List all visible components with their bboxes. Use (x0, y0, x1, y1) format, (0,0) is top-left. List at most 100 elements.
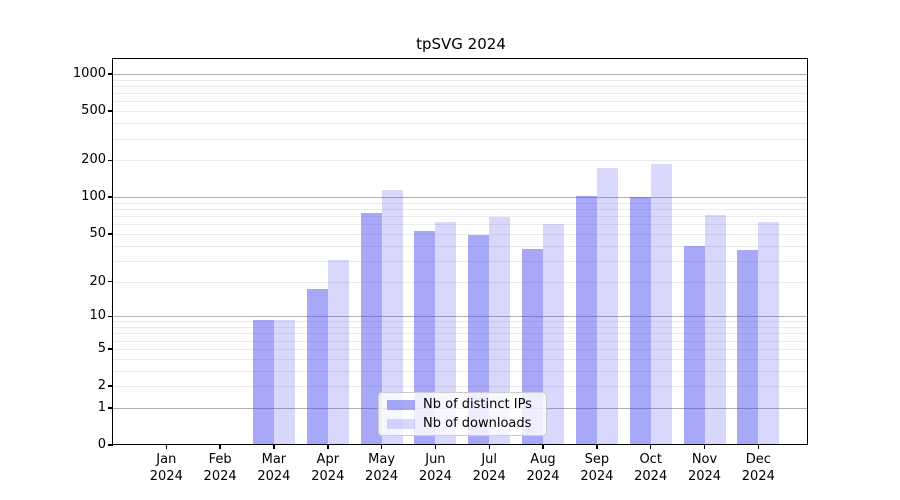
bar-distinct-ips-mar (252, 320, 274, 444)
x-tick-month: Apr (316, 452, 340, 467)
plot-area (112, 58, 808, 445)
x-tick-label: Jul 2024 (457, 451, 521, 485)
x-tick-year: 2024 (526, 469, 560, 484)
x-tick-label: Jan 2024 (134, 451, 198, 485)
x-tick-mark (327, 444, 329, 449)
y-tick-label: 500 (81, 103, 106, 119)
legend-label-downloads: Nb of downloads (423, 416, 532, 431)
x-tick-month: May (368, 452, 396, 467)
x-tick-month: Feb (208, 452, 232, 467)
y-minor-gridline (113, 260, 807, 262)
x-tick-label: Nov 2024 (673, 451, 737, 485)
chart-title: tpSVG 2024 (416, 35, 506, 53)
x-tick-mark (596, 444, 598, 449)
x-tick-mark (649, 444, 652, 449)
y-tick-mark (108, 444, 113, 446)
x-tick-label: Feb 2024 (188, 451, 252, 485)
x-tick-label: Dec 2024 (726, 451, 790, 485)
y-minor-gridline (113, 370, 807, 372)
y-minor-gridline (113, 233, 807, 235)
x-tick-month: Dec (745, 452, 771, 467)
y-tick-label: 2 (97, 378, 106, 393)
x-tick-mark (380, 444, 383, 449)
legend-swatch-downloads (387, 418, 415, 429)
bar-downloads-nov (704, 215, 726, 444)
bar-distinct-ips-may (360, 212, 382, 444)
x-tick-label: Jun 2024 (403, 451, 467, 485)
y-minor-gridline (113, 245, 807, 247)
x-tick-mark (542, 444, 544, 449)
y-minor-gridline (113, 202, 807, 204)
y-minor-gridline (113, 340, 807, 342)
x-tick-label: Oct 2024 (619, 451, 683, 485)
bar-downloads-dec (758, 222, 780, 444)
bar-downloads-sep (596, 167, 618, 444)
legend-row-distinct-ips: Nb of distinct IPs (387, 397, 546, 412)
bar-downloads-oct (650, 164, 672, 444)
y-tick-mark (108, 348, 113, 350)
x-tick-mark (703, 444, 706, 449)
y-minor-gridline (113, 333, 807, 335)
x-tick-year: 2024 (257, 469, 291, 484)
y-minor-gridline (113, 123, 807, 125)
y-minor-gridline (113, 111, 807, 113)
bar-distinct-ips-apr (306, 288, 328, 444)
x-tick-month: Aug (530, 452, 556, 467)
bar-downloads-apr (327, 259, 349, 444)
legend: Nb of distinct IPs Nb of downloads (378, 392, 547, 436)
y-minor-gridline (113, 160, 807, 162)
bar-downloads-jul (489, 217, 511, 444)
legend-swatch-distinct-ips (387, 399, 415, 410)
y-minor-gridline (113, 348, 807, 350)
y-tick-label: 0 (97, 437, 106, 452)
y-tick-label: 5 (97, 340, 106, 356)
x-tick-month: Oct (639, 452, 662, 467)
x-tick-year: 2024 (418, 469, 452, 484)
x-tick-year: 2024 (311, 469, 345, 484)
x-tick-label: Apr 2024 (296, 451, 360, 485)
bar-distinct-ips-sep (575, 195, 597, 444)
bar-downloads-mar (273, 320, 295, 444)
x-tick-year: 2024 (203, 469, 237, 484)
x-tick-month: Mar (261, 452, 287, 467)
x-tick-month: Jun (425, 452, 446, 467)
x-tick-label: Mar 2024 (242, 451, 306, 485)
x-tick-month: Jan (156, 452, 177, 467)
x-tick-label: May 2024 (350, 451, 414, 485)
y-minor-gridline (113, 358, 807, 360)
x-tick-year: 2024 (741, 469, 775, 484)
y-minor-gridline (113, 321, 807, 323)
y-minor-gridline (113, 101, 807, 103)
bar-downloads-jun (435, 222, 457, 444)
y-tick-mark (108, 315, 113, 317)
y-tick-mark (108, 73, 113, 75)
x-tick-mark (434, 444, 437, 449)
y-minor-gridline (113, 216, 807, 218)
x-tick-mark (757, 444, 760, 449)
y-major-gridline (113, 74, 807, 75)
y-minor-gridline (113, 209, 807, 210)
x-tick-year: 2024 (365, 469, 399, 484)
y-minor-gridline (113, 224, 807, 226)
bar-distinct-ips-dec (737, 250, 759, 444)
bar-distinct-ips-jun (414, 230, 436, 444)
bar-distinct-ips-jul (468, 235, 490, 444)
bar-downloads-may (381, 190, 403, 444)
y-tick-mark (108, 196, 113, 198)
x-tick-mark (488, 444, 490, 449)
x-tick-month: Nov (691, 452, 718, 467)
y-tick-mark (108, 159, 113, 161)
y-tick-label: 200 (81, 152, 106, 168)
y-minor-gridline (113, 327, 807, 328)
y-tick-label: 50 (89, 225, 106, 241)
x-tick-year: 2024 (149, 469, 183, 484)
y-tick-mark (108, 233, 113, 235)
y-tick-label: 1000 (72, 66, 106, 81)
x-tick-year: 2024 (634, 469, 668, 484)
bar-distinct-ips-oct (629, 197, 651, 444)
bar-downloads-aug (543, 224, 564, 444)
y-tick-label: 100 (81, 189, 106, 205)
y-minor-gridline (113, 86, 807, 87)
x-tick-year: 2024 (472, 469, 506, 484)
